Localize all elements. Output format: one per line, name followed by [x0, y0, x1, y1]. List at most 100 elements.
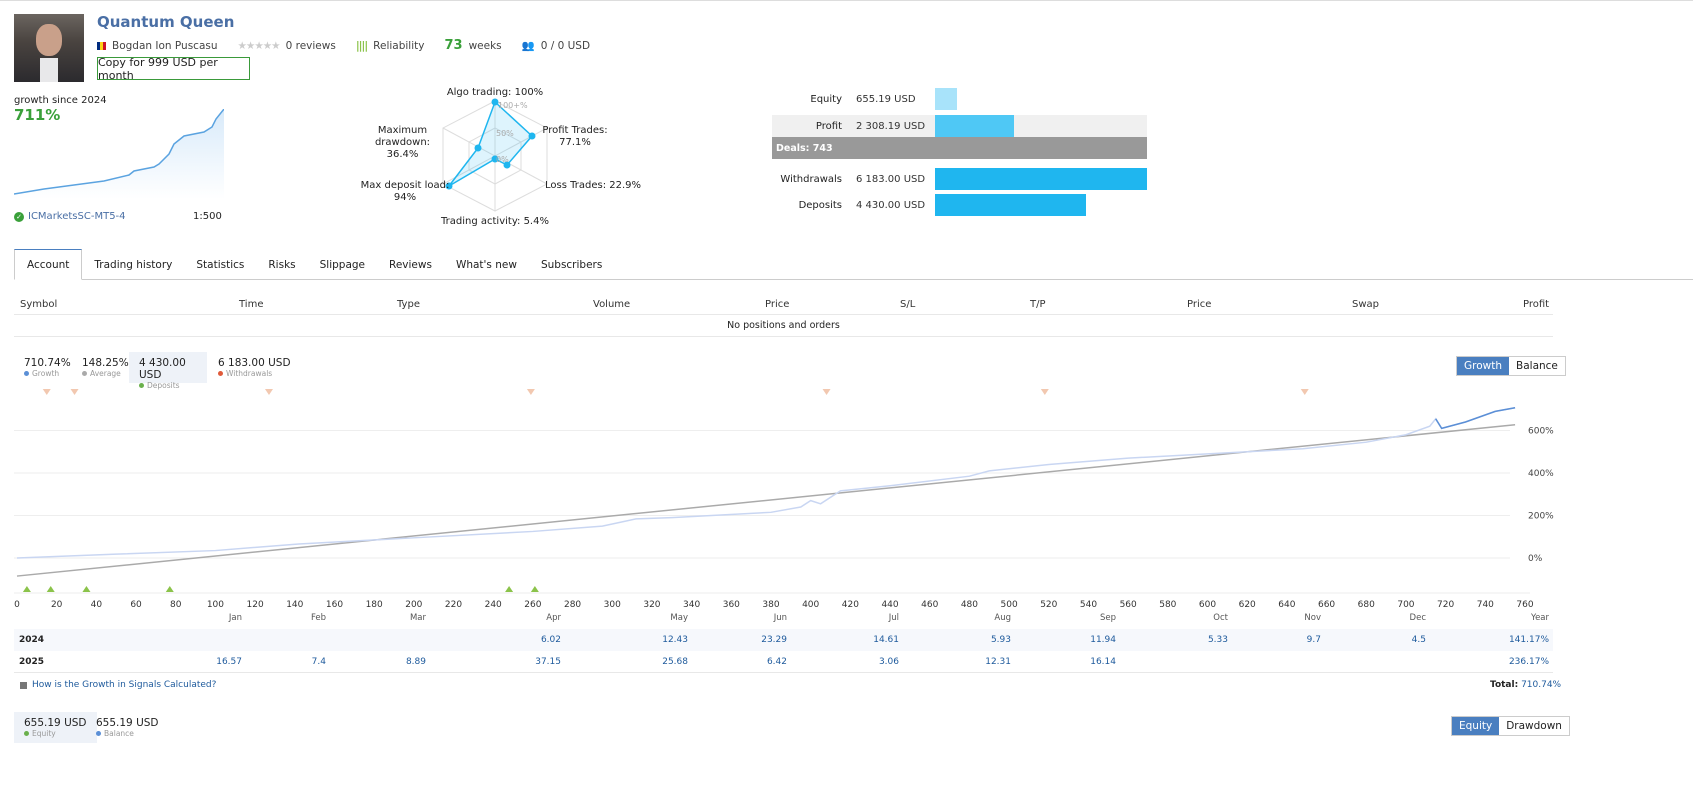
- monthly-value: 23.29: [761, 635, 787, 645]
- col-type: Type: [397, 299, 420, 310]
- broker-server[interactable]: ✓ ICMarketsSC-MT5-4: [14, 211, 126, 222]
- month-label: Dec: [1409, 613, 1426, 623]
- stat-balance[interactable]: 655.19 USD Balance: [96, 717, 159, 738]
- weeks-label: weeks: [468, 39, 502, 52]
- romania-flag-icon: [97, 41, 106, 50]
- x-tick-label: 0: [14, 600, 20, 610]
- tab-whats-new[interactable]: What's new: [455, 258, 517, 271]
- stat-equity[interactable]: 655.19 USD Equity: [14, 712, 97, 743]
- monthly-value: 3.06: [878, 657, 899, 667]
- tab-risks[interactable]: Risks: [268, 258, 296, 271]
- tab-bar: Account Trading history Statistics Risks…: [14, 249, 1693, 280]
- withdrawal-marker: [42, 389, 51, 395]
- radar-0-label: 0%: [496, 155, 509, 164]
- trend-line: [16, 424, 1516, 577]
- monthly-value: 6.42: [766, 657, 787, 667]
- signal-meta: Bogdan Ion Puscasu ★★★★★ 0 reviews |||| …: [97, 38, 590, 53]
- x-tick-label: 720: [1437, 600, 1454, 610]
- month-label: Jun: [773, 613, 787, 623]
- monthly-value: 8.89: [405, 657, 426, 667]
- x-tick-label: 460: [921, 600, 938, 610]
- mini-growth-chart: [14, 109, 224, 199]
- growth-button[interactable]: Growth: [1457, 357, 1510, 375]
- monthly-value: 12.31: [985, 657, 1011, 667]
- year-label: 2024: [19, 635, 45, 645]
- month-label: Jul: [888, 613, 899, 623]
- deposits-row: Deposits 4 430.00 USD: [772, 194, 1147, 216]
- profit-bar: [935, 115, 1014, 137]
- drawdown-button[interactable]: Drawdown: [1506, 720, 1562, 732]
- tab-subscribers[interactable]: Subscribers: [540, 258, 603, 271]
- withdrawal-marker: [264, 389, 273, 395]
- stat-growth[interactable]: 710.74% Growth: [24, 357, 71, 378]
- stat-deposits[interactable]: 4 430.00 USD Deposits: [129, 352, 207, 390]
- no-positions-text: No positions and orders: [727, 320, 840, 331]
- tab-reviews[interactable]: Reviews: [389, 258, 432, 271]
- growth-help-link[interactable]: How is the Growth in Signals Calculated?: [20, 680, 216, 690]
- monthly-value: 7.4: [311, 657, 326, 667]
- x-tick-label: 100: [207, 600, 224, 610]
- col-volume: Volume: [593, 299, 631, 310]
- equity-row: Equity 655.19 USD: [772, 88, 1147, 110]
- x-tick-label: 540: [1080, 600, 1097, 610]
- x-tick-label: 120: [247, 600, 264, 610]
- radar-algo-label: Algo trading: 100%: [446, 87, 544, 98]
- balance-button[interactable]: Balance: [1516, 360, 1558, 372]
- equity-bar: [935, 88, 957, 110]
- monthly-value: 5.33: [1207, 635, 1228, 645]
- withdrawals-row: Withdrawals 6 183.00 USD: [772, 168, 1147, 190]
- x-tick-label: 380: [762, 600, 779, 610]
- x-tick-label: 520: [1040, 600, 1057, 610]
- copy-button[interactable]: Copy for 999 USD per month: [97, 56, 250, 82]
- x-tick-label: 500: [1001, 600, 1018, 610]
- reliability-label: Reliability: [373, 39, 425, 52]
- col-time: Time: [239, 299, 264, 310]
- monthly-value: 236.17%: [1508, 657, 1549, 667]
- monthly-value: 16.14: [1090, 657, 1116, 667]
- y-tick-label: 600%: [1528, 427, 1554, 437]
- radar-drawdown-label: Maximum drawdown: 36.4%: [374, 125, 431, 160]
- equity-button[interactable]: Equity: [1452, 717, 1500, 735]
- reviews-link[interactable]: 0 reviews: [285, 39, 336, 52]
- tab-slippage[interactable]: Slippage: [319, 258, 366, 271]
- col-profit: Profit: [1523, 299, 1550, 310]
- signal-title[interactable]: Quantum Queen: [97, 13, 235, 31]
- stat-withdrawals[interactable]: 6 183.00 USD Withdrawals: [218, 357, 291, 378]
- monthly-value: 16.57: [216, 657, 242, 667]
- month-label: Jan: [228, 613, 242, 623]
- x-tick-label: 580: [1159, 600, 1176, 610]
- radar-profit-label: Profit Trades: 77.1%: [542, 125, 608, 148]
- monthly-value: 9.7: [1306, 635, 1321, 645]
- y-tick-label: 400%: [1528, 469, 1554, 479]
- year-label: 2025: [19, 657, 45, 667]
- growth-line-recent: [1435, 407, 1516, 430]
- monthly-value: 37.15: [535, 657, 561, 667]
- col-swap: Swap: [1352, 299, 1380, 310]
- month-label: Apr: [546, 613, 561, 623]
- x-tick-label: 260: [524, 600, 541, 610]
- stat-average[interactable]: 148.25% Average: [82, 357, 129, 378]
- x-tick-label: 620: [1239, 600, 1256, 610]
- withdrawal-marker: [1040, 389, 1049, 395]
- withdrawal-marker: [526, 389, 535, 395]
- radar-loss-label: Loss Trades: 22.9%: [545, 180, 642, 191]
- tab-account[interactable]: Account: [14, 249, 83, 280]
- tab-trading-history[interactable]: Trading history: [94, 258, 173, 271]
- x-tick-label: 480: [961, 600, 978, 610]
- y-tick-label: 200%: [1528, 512, 1554, 522]
- tab-statistics[interactable]: Statistics: [196, 258, 245, 271]
- monthly-value: 11.94: [1090, 635, 1116, 645]
- month-label: Oct: [1213, 613, 1228, 623]
- monthly-value: 6.02: [540, 635, 561, 645]
- month-label: Feb: [310, 613, 326, 623]
- x-tick-label: 300: [604, 600, 621, 610]
- growth-line: [16, 407, 1516, 559]
- author-link[interactable]: Bogdan Ion Puscasu: [112, 39, 218, 52]
- month-label: Year: [1531, 613, 1549, 623]
- month-label: May: [670, 613, 688, 623]
- chart-mode-toggle: Growth Balance: [1456, 356, 1566, 376]
- total-growth: Total: 710.74%: [1490, 680, 1562, 690]
- info-icon: [20, 681, 27, 689]
- reliability-icon: ||||: [355, 39, 368, 52]
- equity-mode-toggle: Equity Drawdown: [1451, 716, 1570, 736]
